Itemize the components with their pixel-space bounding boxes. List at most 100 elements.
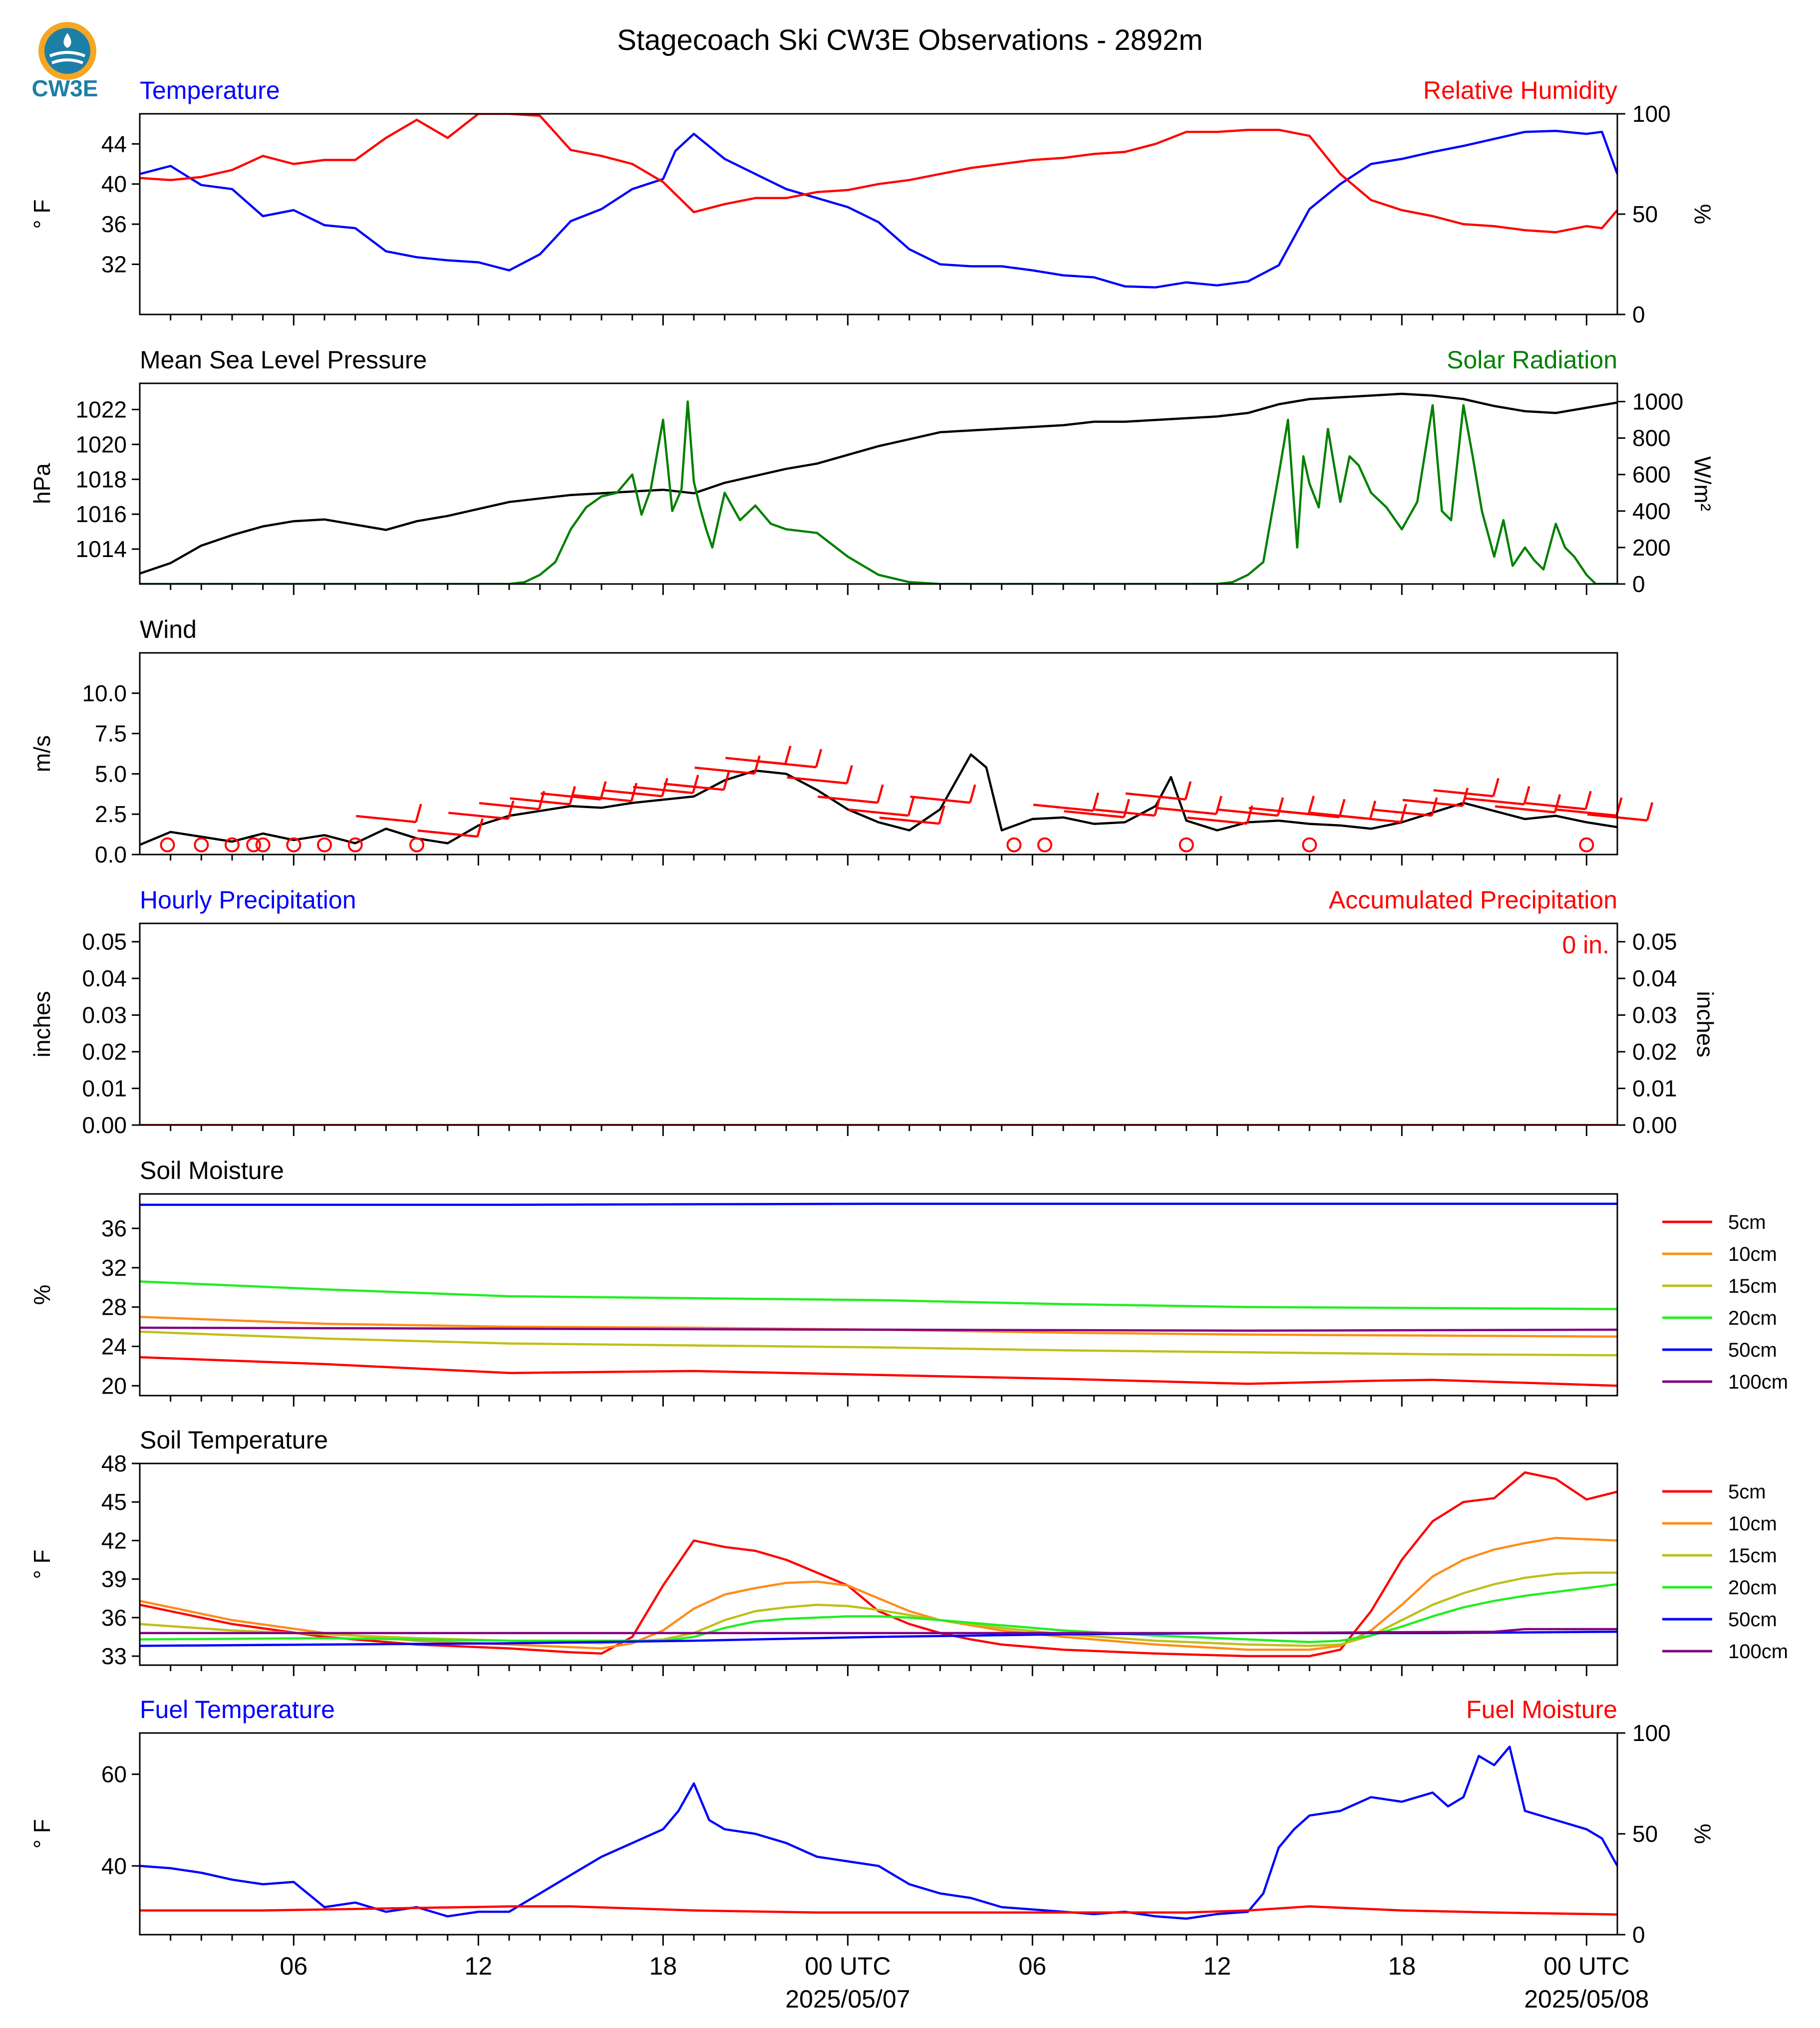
wind-barb xyxy=(1125,792,1186,801)
wind-barb xyxy=(1372,808,1432,817)
series-line-20cm xyxy=(140,1280,1617,1310)
plot-frame xyxy=(139,1193,1618,1397)
wind-barb xyxy=(417,829,478,838)
legend-label: 50cm xyxy=(1728,1609,1777,1631)
wind-barb-flag xyxy=(1646,802,1654,821)
wind-barb xyxy=(356,815,416,824)
wind-barb xyxy=(448,812,509,820)
wind-barb xyxy=(1064,810,1124,819)
series-line-right-1 xyxy=(140,1905,1617,1916)
series-line-right-1 xyxy=(140,400,1617,584)
y-tick-label: 1022 xyxy=(76,396,127,422)
y2-tick-label: 400 xyxy=(1632,498,1671,524)
wind-barb-flag xyxy=(1492,778,1500,797)
x-tick-label: 18 xyxy=(1388,1952,1416,1980)
wind-barb-flag xyxy=(907,797,915,816)
y-tick-label: 48 xyxy=(101,1450,127,1476)
plot-frame xyxy=(139,113,1618,315)
wind-barb xyxy=(818,795,878,804)
panel-3: Wind 0.0 2.5 5.0 7.5 10.0 m/s xyxy=(29,615,1654,868)
wind-barb xyxy=(756,760,817,769)
y-axis-label: ° F xyxy=(29,1549,55,1579)
y-tick-label: 39 xyxy=(101,1566,127,1592)
y2-axis-label: W/m² xyxy=(1690,456,1716,511)
y2-tick-label: 0.00 xyxy=(1632,1112,1677,1138)
panel-4: Hourly Precipitation Accumulated Precipit… xyxy=(29,886,1718,1138)
legend-label: 20cm xyxy=(1728,1307,1777,1329)
legend-label: 10cm xyxy=(1728,1513,1777,1535)
y2-axis-label: inches xyxy=(1692,991,1718,1058)
wind-barb xyxy=(602,789,662,798)
series-line-left-0 xyxy=(140,392,1617,575)
y-tick-label: 0.04 xyxy=(82,965,127,991)
series-line-100cm xyxy=(140,1326,1617,1332)
wind-barb xyxy=(910,795,970,804)
wind-barb xyxy=(1525,802,1586,811)
y2-tick-label: 0.03 xyxy=(1632,1002,1677,1028)
y-tick-label: 42 xyxy=(101,1527,127,1553)
series-line-100cm xyxy=(140,1628,1617,1634)
wind-barb xyxy=(1464,797,1524,806)
wind-calm-circle xyxy=(160,837,175,853)
wind-barb xyxy=(1217,808,1278,817)
wind-barb-flag xyxy=(1523,786,1530,805)
panel-title-left: Temperature xyxy=(140,76,280,104)
panel-title-right: Relative Humidity xyxy=(1423,76,1617,104)
wind-barb-flag xyxy=(1123,799,1130,818)
panel-title-right: Accumulated Precipitation xyxy=(1329,886,1617,914)
panel-title-left: Soil Temperature xyxy=(140,1426,328,1454)
wind-barb-flag xyxy=(1092,792,1100,811)
y-tick-label: 5.0 xyxy=(95,761,127,787)
y-tick-label: 32 xyxy=(101,1255,127,1281)
panel-title-left: Mean Sea Level Pressure xyxy=(140,346,427,374)
accumulated-precip-total: 0 in. xyxy=(1562,931,1609,959)
wind-calm-circle xyxy=(1037,837,1052,853)
y-tick-label: 44 xyxy=(101,131,127,157)
y-tick-label: 60 xyxy=(101,1761,127,1787)
y2-axis-label: % xyxy=(1690,204,1716,225)
y2-tick-label: 0 xyxy=(1632,1922,1645,1948)
x-tick-label: 12 xyxy=(1204,1952,1231,1980)
x-date-label: 2025/05/08 xyxy=(1524,1985,1649,2013)
wind-barb xyxy=(787,776,847,785)
wind-barb xyxy=(1341,815,1401,824)
wind-barb-flag xyxy=(784,745,792,765)
y-tick-label: 33 xyxy=(101,1643,127,1669)
legend-label: 5cm xyxy=(1728,1481,1766,1503)
wind-barb-flag xyxy=(1184,781,1192,800)
panel-title-left: Hourly Precipitation xyxy=(140,886,356,914)
y2-tick-label: 800 xyxy=(1632,425,1671,451)
y2-tick-label: 0 xyxy=(1632,301,1645,327)
y-axis-label: m/s xyxy=(29,735,55,772)
wind-barb-flag xyxy=(1307,796,1315,815)
y-tick-label: 1018 xyxy=(76,466,127,492)
legend-label: 50cm xyxy=(1728,1339,1777,1361)
x-axis: 06 12 18 00 UTC 06 12 18 00 UTC 2025/05/07 2025/0… xyxy=(280,1952,1649,2013)
legend-label: 15cm xyxy=(1728,1545,1777,1567)
wind-calm-circle xyxy=(286,837,302,853)
y-axis-label: hPa xyxy=(29,463,55,504)
y2-tick-label: 0.04 xyxy=(1632,965,1677,991)
y-tick-label: 0.03 xyxy=(82,1002,127,1028)
legend-label: 100cm xyxy=(1728,1641,1788,1663)
x-tick-label: 00 UTC xyxy=(805,1952,891,1980)
plot-frame xyxy=(139,922,1618,1126)
series-line-right-1 xyxy=(140,114,1617,234)
wind-calm-circle xyxy=(194,837,209,853)
y2-tick-label: 50 xyxy=(1632,1821,1658,1847)
plot-frame xyxy=(139,1732,1618,1936)
series-line-50cm xyxy=(140,1202,1617,1206)
wind-barb-flag xyxy=(969,784,976,803)
y-axis-label: ° F xyxy=(29,199,55,229)
wind-barb-flag xyxy=(415,804,422,823)
y-tick-label: 0.00 xyxy=(82,1112,127,1138)
series-line-15cm xyxy=(140,1330,1617,1357)
x-date-label: 2025/05/07 xyxy=(785,1985,910,2013)
x-tick-label: 00 UTC xyxy=(1543,1952,1629,1980)
y-tick-label: 0.02 xyxy=(82,1039,127,1065)
series-line-5cm xyxy=(140,1471,1617,1658)
panel-title-left: Fuel Temperature xyxy=(140,1696,335,1724)
figure-title: Stagecoach Ski CW3E Observations - 2892m xyxy=(617,24,1203,56)
series-line-10cm xyxy=(140,1536,1617,1651)
